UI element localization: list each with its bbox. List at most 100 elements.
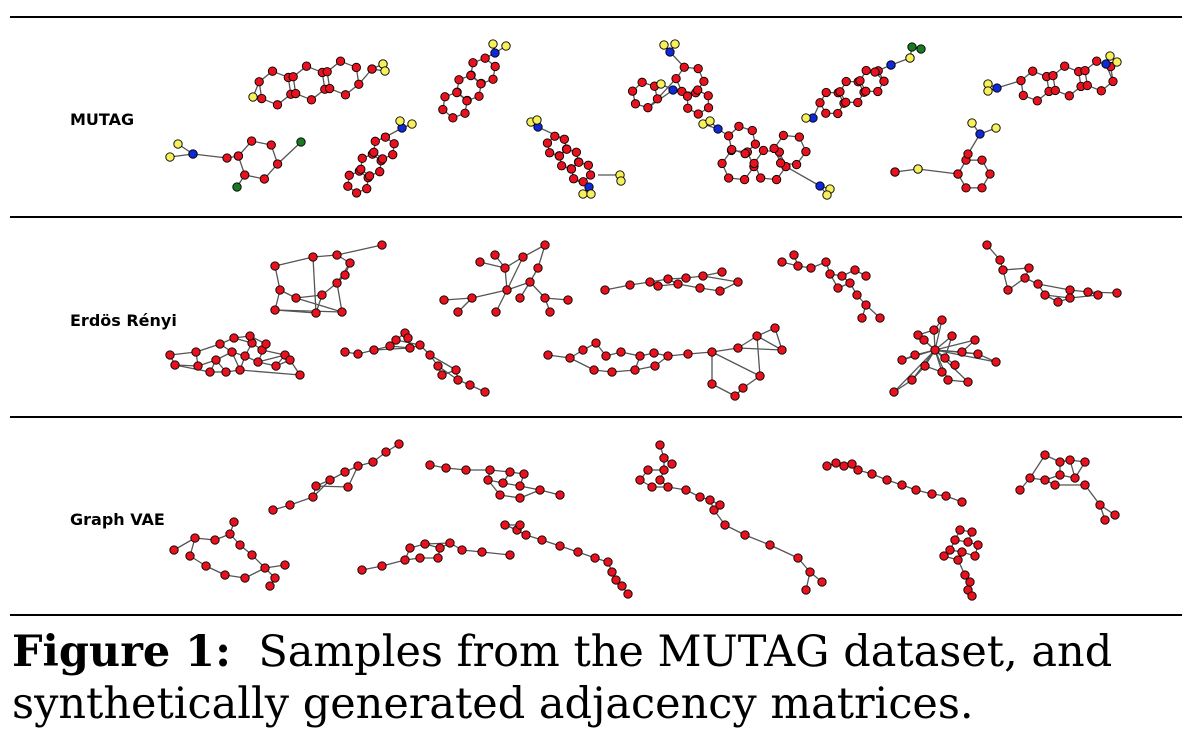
graph-node [389,139,399,149]
graph-edge [274,309,317,314]
graph-edge [934,349,949,381]
graph-node [673,279,683,289]
graph-node [452,87,462,98]
graph-node [960,570,970,580]
graph-node [357,565,367,575]
graph-node [777,345,787,355]
graph-edge [711,351,761,377]
graph-node [1055,470,1065,480]
graph-node [645,277,655,287]
graph-node [229,517,239,527]
graph-node [822,190,832,200]
graph-node [351,188,362,198]
graph-node [272,159,283,169]
graph-node [991,123,1001,133]
graph-node [789,250,799,260]
graph-node [756,173,766,183]
graph-edge [1037,283,1071,291]
graph-node [441,463,451,473]
graph-node [703,103,714,113]
graph-node [600,285,610,295]
graph-node [973,349,983,359]
graph-node [533,263,543,273]
graph-node [890,167,900,177]
graph-node [248,92,258,102]
graph-node [221,367,231,377]
graph-node [369,147,379,157]
graph-node [663,482,673,492]
graph-node [643,465,653,475]
graph-node [515,493,525,503]
graph-node [738,383,748,393]
graph-node [356,164,366,174]
graph-node [705,116,715,126]
graph-node [222,153,232,163]
graph-node [953,555,963,565]
graph-node [794,132,804,142]
graph-node [755,371,765,381]
graph-node [285,500,295,510]
graph-node [659,465,669,475]
graph-node [670,39,680,49]
graph-node [415,553,425,563]
graph-edge [239,369,301,376]
graph-node [270,261,280,271]
graph-node [776,158,786,168]
graph-node [433,553,443,563]
graph-node [1064,91,1074,101]
graph-node [889,387,899,397]
graph-node [825,269,835,279]
graph-node [169,545,179,555]
graph-node [559,134,569,144]
graph-node [201,561,211,571]
graph-node [616,347,626,357]
graph-node [913,330,923,340]
graph-node [957,547,967,557]
graph-node [791,159,802,170]
graph-node [940,353,950,363]
graph-node [967,527,977,537]
graph-nodes [165,39,1122,601]
graph-node [173,139,183,149]
graph-node [1028,66,1038,76]
graph-node [801,585,811,595]
graph-node [322,67,332,77]
graph-node [566,164,577,174]
graph-edge [537,126,565,140]
graph-node [681,273,691,283]
graph-node [439,295,449,305]
graph-node [703,91,713,101]
graph-node [235,365,245,375]
graph-node [913,164,923,174]
graph-node [679,62,689,72]
graph-node [835,87,845,97]
graph-node [185,551,195,561]
graph-edge [277,141,302,165]
graph-node [695,492,705,502]
graph-node [532,115,542,125]
graph-node [927,489,937,499]
graph-node [682,91,693,101]
graph-node [451,365,461,375]
graph-node [817,577,827,587]
graph-node [939,551,949,561]
graph-node [240,351,250,361]
graph-node [1092,56,1102,66]
graph-node [367,64,377,74]
graph-node [950,535,960,545]
graph-edge [336,282,343,313]
graph-node [635,475,645,485]
bottom-rule [10,614,1182,616]
graph-node [280,560,290,570]
graph-node [1110,510,1120,520]
graph-node [353,349,363,359]
row-label-mutag: MUTAG [70,110,135,129]
graph-node [831,458,841,468]
graph-node [515,293,525,303]
graph-node [937,367,947,377]
graph-node [583,160,593,170]
graph-edge [429,354,457,371]
graph-node [929,325,939,335]
graph-node [777,257,787,267]
graph-node [375,167,385,177]
